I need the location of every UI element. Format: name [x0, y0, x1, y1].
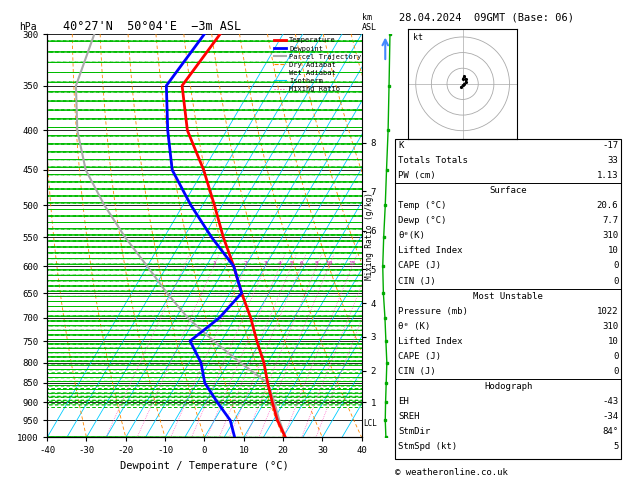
Text: Lifted Index: Lifted Index — [398, 246, 463, 256]
Text: Lifted Index: Lifted Index — [398, 337, 463, 346]
Text: 5: 5 — [613, 442, 618, 451]
Text: Totals Totals: Totals Totals — [398, 156, 468, 165]
Text: LCL: LCL — [363, 419, 377, 428]
Text: Surface: Surface — [489, 186, 527, 195]
Text: 15: 15 — [348, 261, 356, 266]
Text: -34: -34 — [602, 412, 618, 421]
Text: 7.7: 7.7 — [602, 216, 618, 226]
Text: Most Unstable: Most Unstable — [473, 292, 543, 301]
Text: 10: 10 — [608, 337, 618, 346]
Text: CIN (J): CIN (J) — [398, 367, 436, 376]
Text: 0: 0 — [613, 261, 618, 271]
Text: CAPE (J): CAPE (J) — [398, 261, 441, 271]
Text: Pressure (mb): Pressure (mb) — [398, 307, 468, 316]
Text: 1.13: 1.13 — [597, 171, 618, 180]
Text: θᵉ(K): θᵉ(K) — [398, 231, 425, 241]
Text: 10: 10 — [608, 246, 618, 256]
Text: 310: 310 — [602, 322, 618, 331]
Text: 4: 4 — [278, 261, 282, 266]
Text: kt: kt — [413, 33, 423, 42]
Text: 10: 10 — [325, 261, 333, 266]
Text: StmDir: StmDir — [398, 427, 430, 436]
Text: © weatheronline.co.uk: © weatheronline.co.uk — [395, 468, 508, 477]
Text: 1: 1 — [212, 261, 216, 266]
Text: θᵉ (K): θᵉ (K) — [398, 322, 430, 331]
Text: -43: -43 — [602, 397, 618, 406]
Text: 6: 6 — [299, 261, 303, 266]
Text: hPa: hPa — [19, 22, 36, 32]
Text: Hodograph: Hodograph — [484, 382, 532, 391]
Text: 3: 3 — [264, 261, 267, 266]
Text: 5: 5 — [289, 261, 293, 266]
Text: 84°: 84° — [602, 427, 618, 436]
Text: Mixing Ratio (g/kg): Mixing Ratio (g/kg) — [365, 192, 374, 279]
Text: 33: 33 — [608, 156, 618, 165]
Text: 310: 310 — [602, 231, 618, 241]
Text: CIN (J): CIN (J) — [398, 277, 436, 286]
Text: CAPE (J): CAPE (J) — [398, 352, 441, 361]
Text: km
ASL: km ASL — [362, 13, 377, 32]
Text: Temp (°C): Temp (°C) — [398, 201, 447, 210]
Text: 8: 8 — [314, 261, 318, 266]
Text: K: K — [398, 141, 404, 150]
Text: SREH: SREH — [398, 412, 420, 421]
Legend: Temperature, Dewpoint, Parcel Trajectory, Dry Adiabat, Wet Adiabat, Isotherm, Mi: Temperature, Dewpoint, Parcel Trajectory… — [274, 37, 361, 92]
Text: 40°27'N  50°04'E  −3m ASL: 40°27'N 50°04'E −3m ASL — [63, 20, 241, 33]
Text: StmSpd (kt): StmSpd (kt) — [398, 442, 457, 451]
Text: 0: 0 — [613, 277, 618, 286]
X-axis label: Dewpoint / Temperature (°C): Dewpoint / Temperature (°C) — [120, 461, 289, 471]
Text: 2: 2 — [244, 261, 248, 266]
Text: 0: 0 — [613, 352, 618, 361]
Text: PW (cm): PW (cm) — [398, 171, 436, 180]
Text: EH: EH — [398, 397, 409, 406]
Text: 28.04.2024  09GMT (Base: 06): 28.04.2024 09GMT (Base: 06) — [399, 12, 574, 22]
Text: -17: -17 — [602, 141, 618, 150]
Text: 0: 0 — [613, 367, 618, 376]
Text: 1022: 1022 — [597, 307, 618, 316]
Text: Dewp (°C): Dewp (°C) — [398, 216, 447, 226]
Text: 20.6: 20.6 — [597, 201, 618, 210]
